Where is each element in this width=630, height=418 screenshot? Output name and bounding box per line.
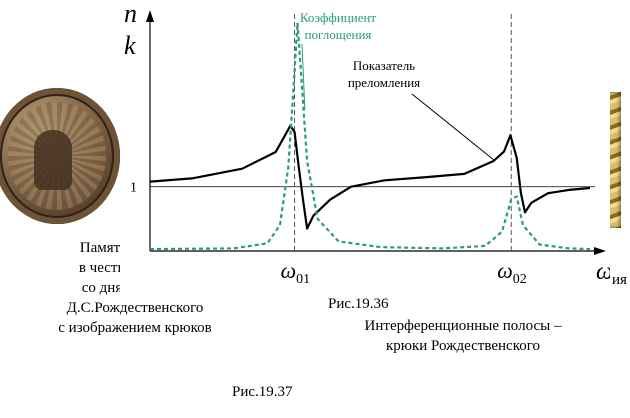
annotation-refraction: преломления [348, 75, 420, 90]
figure-label-19-37: Рис.19.37 [232, 384, 293, 400]
x-tick-label: ω02 [497, 258, 527, 287]
x-axis-label: ω [596, 259, 610, 285]
chart-background [120, 0, 610, 300]
y-tick-label: 1 [130, 181, 137, 196]
medal-seated-figure [34, 130, 72, 190]
annotation-absorption-leader [301, 43, 306, 110]
fringes-caption-line: Интерференционные полосы – [364, 318, 562, 334]
x-axis-arrow [594, 247, 606, 255]
annotation-absorption: Коэффициент [300, 10, 377, 25]
annotation-absorption: поглощения [305, 27, 372, 42]
y-axis-arrow [146, 10, 154, 22]
partial-caption-fragment: ия [612, 272, 627, 288]
medal-caption-line: Д.С.Рождественского [66, 300, 204, 316]
figure-label-19-36: Рис.19.36 [328, 296, 389, 312]
y-axis-label-k: k [124, 31, 136, 60]
fringes-caption-line: крюки Рождественского [385, 338, 541, 354]
medal-caption-line: с изображением крюков [58, 320, 212, 336]
x-tick-label: ω01 [281, 258, 311, 287]
commemorative-medal-image [0, 88, 120, 224]
y-axis-label-n: n [124, 0, 137, 28]
chart-labels: nk 1 ω ω01 ω02 Коэффициент поглощения Показател… [124, 0, 610, 287]
chart-series [149, 21, 591, 251]
fringes-caption: Интерференционные полосы – крюки Рождест… [328, 316, 598, 356]
dispersion-chart: nk 1 ω ω01 ω02 Коэффициент поглощения Показател… [120, 0, 610, 300]
absorption-coefficient-line [149, 21, 591, 251]
annotation-refraction: Показатель [353, 58, 415, 73]
annotation-refraction-leader [411, 93, 494, 161]
